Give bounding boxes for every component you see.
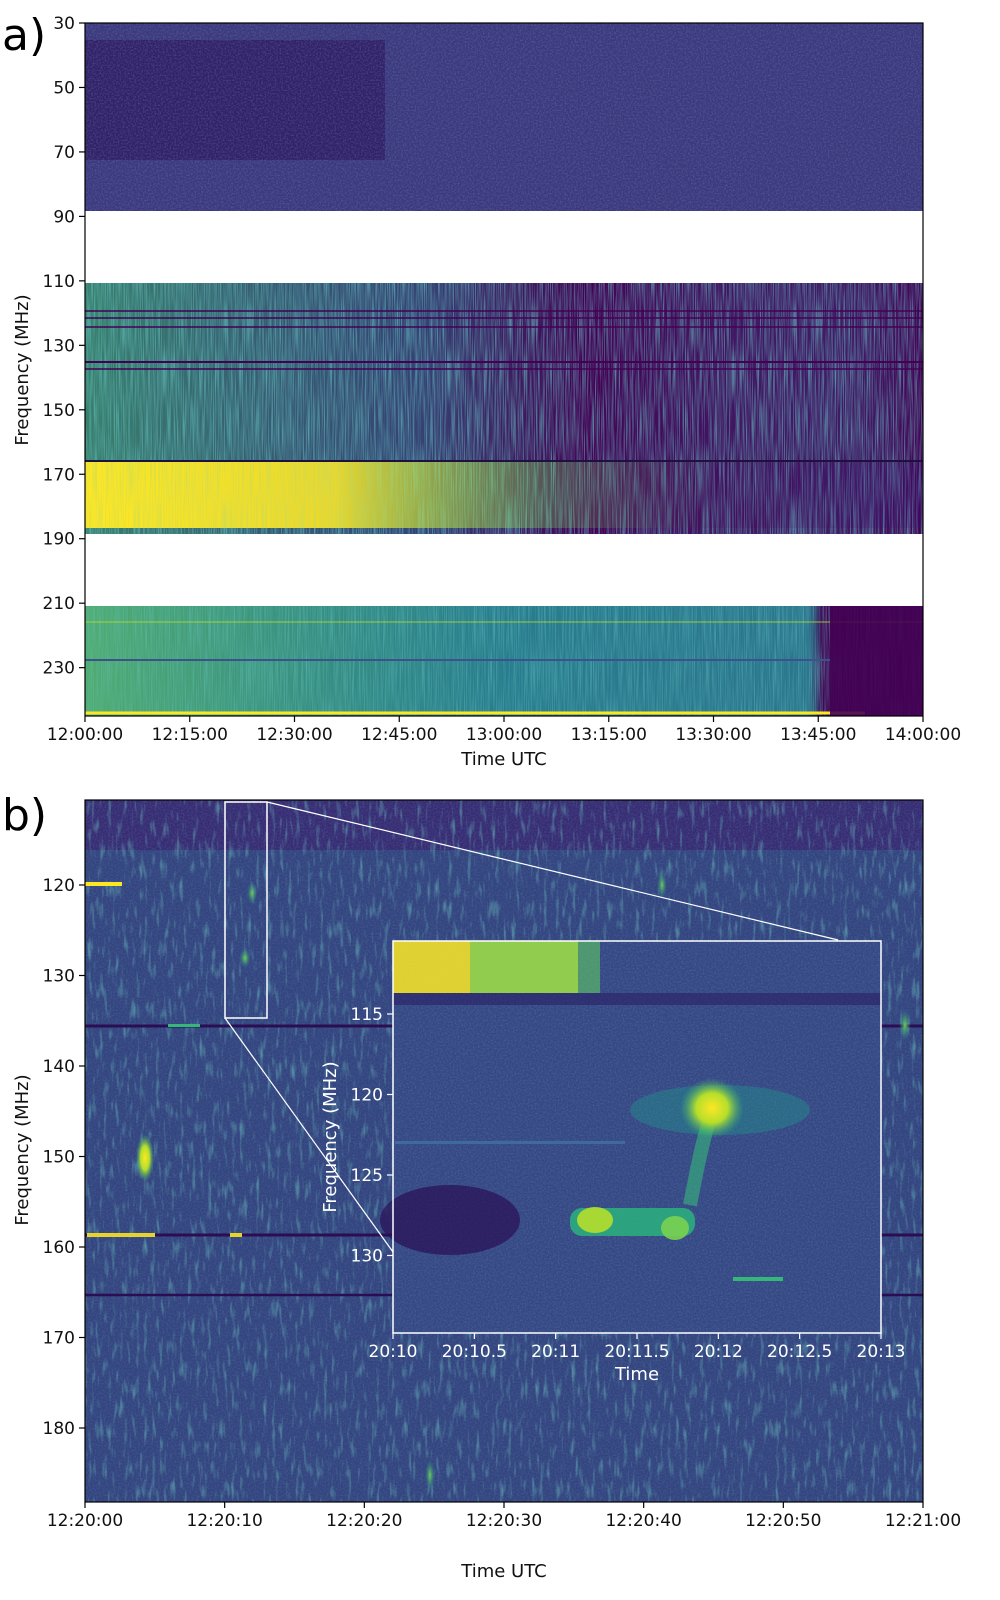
panel-a-y-tick-label: 90 (53, 207, 75, 227)
inset-y-tick-label: 125 (351, 1166, 383, 1186)
zoom-connector-top (266, 801, 839, 941)
panel-b-y-tick-label: 180 (43, 1419, 75, 1439)
panel-b-x-tick-label: 12:20:50 (745, 1511, 821, 1531)
panel-a-x-tick-label: 12:15:00 (152, 725, 228, 745)
inset-x-tick-label: 20:11 (531, 1342, 580, 1362)
panel-a-y-tick-label: 70 (53, 143, 75, 163)
inset-burst (680, 1078, 744, 1138)
inset-x-tick-label: 20:12 (694, 1342, 743, 1362)
panel-b-x-tick-label: 12:20:00 (47, 1511, 123, 1531)
panel-b-y-tick-label: 160 (43, 1238, 75, 1258)
inset-x-tick-label: 20:13 (857, 1342, 906, 1362)
panel-a-y-tick-label: 30 (53, 14, 75, 34)
panel-a-x-tick-label: 12:30:00 (256, 725, 332, 745)
panel-a-y-tick-label: 130 (43, 336, 75, 356)
panel-a-y-tick-label: 190 (43, 530, 75, 550)
inset-x-axis-label: Time (614, 1364, 659, 1385)
panel-a-y-tick-label: 110 (43, 272, 75, 292)
inset-y-tick-label: 115 (351, 1005, 383, 1025)
panel-b-letter: b) (2, 790, 47, 841)
inset-y-ticks: 115 120 125 130 (351, 1005, 393, 1267)
panel-a-y-tick-label: 210 (43, 594, 75, 614)
panel-a-y-tick-label: 50 (53, 78, 75, 98)
inset-x-ticks: 20:10 20:10.5 20:11 20:11.5 20:12 20:12.5 20:1… (369, 1333, 906, 1362)
panel-b-x-tick-label: 12:20:40 (605, 1511, 681, 1531)
panel-a-letter: a) (2, 10, 46, 61)
panel-b-y-tick-label: 140 (43, 1057, 75, 1077)
inset-y-axis-label: Frequency (MHz) (320, 1061, 341, 1212)
inset-x-tick-label: 20:12.5 (767, 1342, 832, 1362)
panel-b-y-ticks: 120 130 140 150 160 170 180 (43, 876, 85, 1439)
panel-b-x-tick-label: 12:20:20 (326, 1511, 402, 1531)
panel-b-x-axis-label: Time UTC (460, 1561, 546, 1582)
panel-a-y-tick-label: 170 (43, 465, 75, 485)
panel-b: 20:10 20:10.5 20:11 20:11.5 20:12 20:12.5 20:1… (12, 799, 961, 1582)
inset: 20:10 20:10.5 20:11 20:11.5 20:12 20:12.5 20:1… (320, 940, 906, 1385)
panel-a-x-tick-label: 13:15:00 (571, 725, 647, 745)
panel-a-x-tick-label: 12:00:00 (47, 725, 123, 745)
panel-a-x-axis-label: Time UTC (460, 749, 546, 770)
panel-a-heatmap (85, 23, 923, 716)
panel-a-x-tick-label: 12:45:00 (361, 725, 437, 745)
panel-a-y-ticks: 30 50 70 90 110 130 150 170 190 210 230 (43, 14, 85, 679)
panel-b-x-ticks: 12:20:00 12:20:10 12:20:20 12:20:30 12:20:40… (47, 1502, 961, 1531)
inset-x-tick-label: 20:10 (369, 1342, 418, 1362)
panel-b-y-axis-label: Frequency (MHz) (12, 1074, 33, 1225)
zoom-box (224, 801, 268, 1019)
panel-b-y-tick-label: 170 (43, 1329, 75, 1349)
zoom-connector-bottom (224, 1017, 394, 1253)
panel-b-x-tick-label: 12:21:00 (885, 1511, 961, 1531)
panel-a: 12:00:00 12:15:00 12:30:00 12:45:00 13:00:00… (12, 14, 961, 770)
panel-a-x-tick-label: 13:45:00 (780, 725, 856, 745)
inset-x-tick-label: 20:11.5 (604, 1342, 669, 1362)
panel-a-y-axis-label: Frequency (MHz) (12, 294, 33, 445)
inset-y-tick-label: 120 (351, 1086, 383, 1106)
inset-x-tick-label: 20:10.5 (442, 1342, 507, 1362)
panel-a-x-tick-label: 13:30:00 (675, 725, 751, 745)
panel-b-y-tick-label: 130 (43, 967, 75, 987)
panel-a-y-tick-label: 150 (43, 401, 75, 421)
panel-a-x-ticks: 12:00:00 12:15:00 12:30:00 12:45:00 13:00:00… (47, 716, 961, 745)
panel-a-y-tick-label: 230 (43, 659, 75, 679)
panel-a-x-tick-label: 14:00:00 (885, 725, 961, 745)
inset-y-tick-label: 130 (351, 1247, 383, 1267)
panel-b-x-tick-label: 12:20:10 (186, 1511, 262, 1531)
panel-b-x-tick-label: 12:20:30 (466, 1511, 542, 1531)
panel-b-y-tick-label: 150 (43, 1148, 75, 1168)
panel-b-y-tick-label: 120 (43, 876, 75, 896)
panel-a-x-tick-label: 13:00:00 (466, 725, 542, 745)
